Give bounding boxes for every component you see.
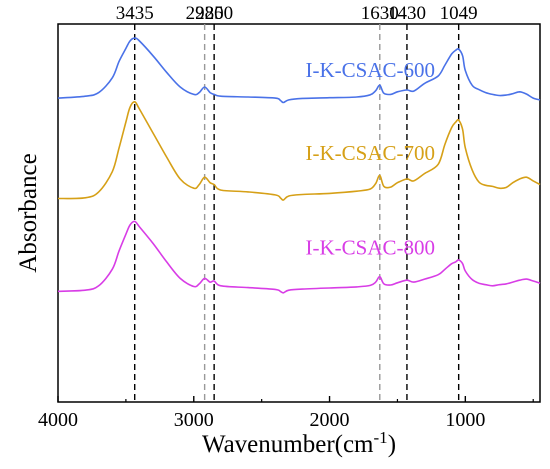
y-axis-label: Absorbance [15,153,42,272]
x-tick-label-2000: 2000 [310,409,350,431]
peak-label-1430: 1430 [388,3,426,24]
plot-frame [57,23,541,403]
series-line-2 [57,100,541,201]
peak-label-2920: 2920 [186,3,224,24]
x-tick-label-4000: 4000 [38,409,78,431]
x-axis-ticks: 4000 3000 2000 1000 [38,396,534,431]
x-axis-label-close: ) [388,431,396,458]
x-tick-label-1000: 1000 [445,409,485,431]
x-axis-label-main: Wavenumber(cm [202,431,374,458]
x-axis-label: Wavenumber(cm-1) [202,428,396,458]
series-labels: I-K-CSAC-600 I-K-CSAC-700 I-K-CSAC-800 [306,58,436,259]
peak-label-3435: 3435 [116,3,154,24]
peak-label-1630: 1630 [361,3,399,24]
series-label-1: I-K-CSAC-600 [306,58,436,82]
series-label-2: I-K-CSAC-700 [306,141,436,165]
peak-label-1049: 1049 [440,3,478,24]
series-line-3 [57,220,541,294]
series-line-1 [57,37,541,104]
series-label-3: I-K-CSAC-800 [306,235,436,259]
x-tick-label-3000: 3000 [174,409,214,431]
series-lines [57,37,541,294]
x-axis-label-sup: -1 [374,428,388,447]
peak-label-2850: 2850 [195,3,233,24]
